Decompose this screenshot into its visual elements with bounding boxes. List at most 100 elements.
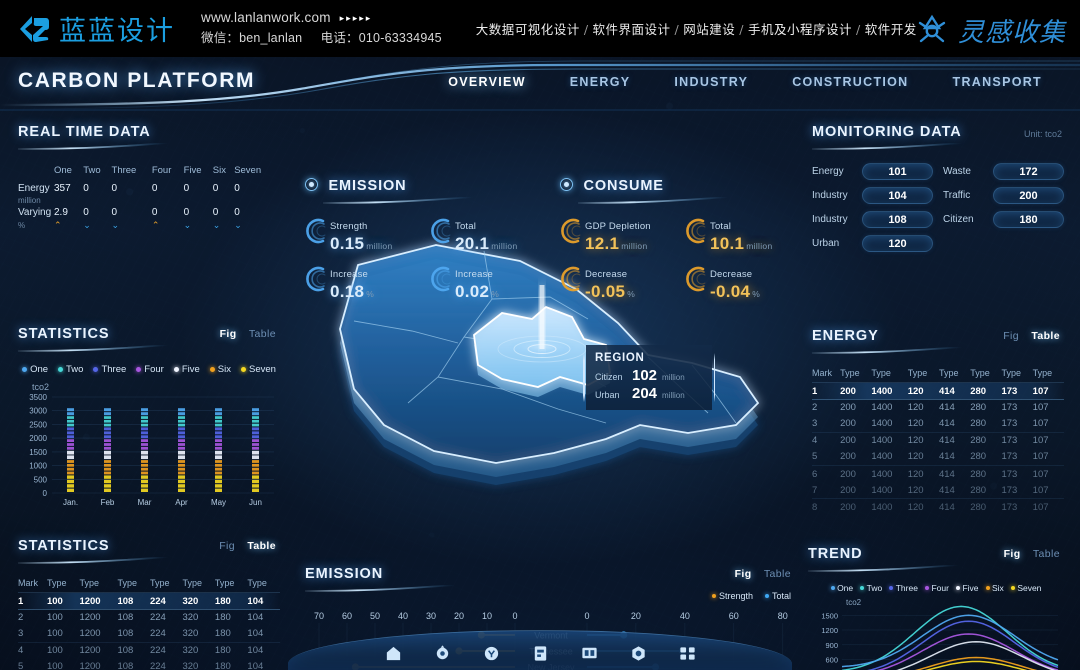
toggle-fig[interactable]: Fig — [219, 540, 236, 552]
statistics-table-toggle[interactable]: Fig Table — [210, 540, 276, 552]
svg-text:1200: 1200 — [821, 626, 838, 635]
toggle-table[interactable]: Table — [248, 328, 276, 340]
main-navigation[interactable]: OVERVIEW ENERGY INDUSTRY CONSTRUCTION TRANSP… — [426, 75, 1064, 89]
energy-toggle[interactable]: Fig Table — [994, 330, 1060, 342]
kpi-label: Increase — [455, 269, 494, 280]
table-row: Energy 357 0 0 0 0 0 0 — [18, 182, 278, 195]
trend-chart-legend: One Two Three Four Five Six Seven — [808, 583, 1064, 593]
region-tooltip: REGION Citizen 102 million Urban 204 mil… — [583, 345, 715, 410]
toggle-fig[interactable]: Fig — [219, 328, 237, 340]
carbon-region-map[interactable]: REGION Citizen 102 million Urban 204 mil… — [288, 227, 800, 557]
trend-caret-icon: ⌄ — [83, 220, 91, 230]
statistics-cell: 320 — [182, 595, 199, 607]
realtime-cell: 0 — [151, 207, 158, 218]
trend-caret-icon: ⌃ — [151, 220, 160, 230]
toggle-fig[interactable]: Fig — [734, 568, 752, 580]
table-row[interactable]: 5 200 1400 120 414 280 173 107 — [812, 449, 1064, 466]
statistics-cell: 320 — [182, 611, 199, 623]
home-icon[interactable] — [384, 644, 403, 663]
svg-text:30: 30 — [426, 611, 436, 621]
table-row[interactable]: 3 200 1400 120 414 280 173 107 — [812, 415, 1064, 433]
toggle-table[interactable]: Table — [1032, 548, 1060, 560]
statistics-cell: 224 — [149, 645, 166, 657]
kpi-item: Strength 0.15 million — [305, 216, 430, 254]
svg-text:60: 60 — [342, 611, 352, 621]
trend-title: TREND — [808, 546, 863, 562]
energy-cell: 5 — [812, 451, 818, 463]
inspiration-logo-icon — [915, 14, 949, 48]
table-row[interactable]: 1 200 1400 120 414 280 173 107 — [812, 383, 1064, 400]
trend-toggle[interactable]: Fig Table — [995, 548, 1060, 560]
realtime-cell: 0 — [111, 207, 118, 218]
energy-cell: 107 — [1032, 484, 1049, 496]
table-row[interactable]: 2 100 1200 108 224 320 180 104 — [18, 609, 280, 625]
target-icon[interactable] — [482, 644, 501, 663]
statistics-cell: 1200 — [79, 627, 101, 639]
svg-text:70: 70 — [314, 611, 324, 621]
toggle-fig[interactable]: Fig — [1003, 548, 1021, 560]
realtime-cell: 0 — [183, 183, 190, 194]
statistics-chart-toggle[interactable]: Fig Table — [211, 328, 276, 340]
node-icon[interactable] — [629, 644, 648, 663]
statistics-bar-chart: 0 500 1000 1500 2000 2500 3000 3500 Jan. Feb Mar Ap… — [18, 393, 280, 509]
table-row[interactable]: 6 200 1400 120 414 280 173 107 — [812, 465, 1064, 482]
monitoring-row: Citizen 180 — [943, 211, 1064, 228]
statistics-cell: 108 — [117, 661, 134, 670]
dashboard-icon[interactable] — [580, 644, 599, 663]
kpi-item: GDP Depletion 12.1 million — [560, 216, 685, 254]
toggle-table[interactable]: Table — [247, 540, 276, 552]
kpi-label: Increase — [330, 269, 369, 280]
energy-cell: 4 — [812, 435, 818, 447]
monitoring-value: 172 — [993, 163, 1064, 180]
toggle-fig[interactable]: Fig — [1003, 330, 1020, 342]
svg-text:3500: 3500 — [29, 393, 47, 402]
phone-number: 电话：010-63334945 — [320, 31, 442, 46]
service-separator: / — [739, 22, 744, 37]
monitoring-value: 101 — [862, 163, 933, 180]
nav-item-transport[interactable]: TRANSPORT — [952, 75, 1042, 89]
monitoring-row: Industry 104 — [812, 187, 933, 204]
inspiration-brand-text: 灵感收集 — [957, 18, 1066, 48]
legend-swatch — [889, 586, 894, 590]
emission-chart-toggle[interactable]: Fig Table — [726, 568, 791, 580]
realtime-cell: 2.9 — [54, 207, 68, 218]
table-row[interactable]: 1 100 1200 108 224 320 180 104 — [18, 593, 280, 610]
energy-cell: 120 — [907, 468, 924, 480]
table-row[interactable]: 8 200 1400 120 414 280 173 107 — [812, 499, 1064, 516]
energy-cell: 120 — [907, 484, 924, 496]
toggle-table[interactable]: Table — [1031, 330, 1060, 342]
monitoring-column-left: Energy 101 Industry 104 Industry 108 Urb… — [812, 163, 933, 259]
statistics-table-header: STATISTICS Fig Table — [18, 537, 280, 564]
server-icon[interactable] — [531, 644, 550, 663]
kpi-unit: % — [491, 289, 500, 299]
contact-info: www.lanlanwork.com ▸▸▸▸▸ 微信：ben_lanlan 电… — [201, 8, 442, 48]
legend-swatch — [924, 586, 929, 590]
realtime-row-unit: % — [18, 221, 26, 230]
nav-item-overview[interactable]: OVERVIEW — [448, 75, 526, 89]
nav-item-construction[interactable]: CONSTRUCTION — [792, 75, 909, 89]
legend-item: Total — [764, 591, 791, 601]
energy-cell: 120 — [907, 417, 924, 429]
table-row[interactable]: 4 100 1200 108 224 320 180 104 — [18, 642, 280, 659]
kpi-arc-icon — [431, 218, 451, 244]
table-row[interactable]: 4 200 1400 120 414 280 173 107 — [812, 432, 1064, 449]
grid-icon[interactable] — [678, 644, 697, 663]
kpi-unit: % — [752, 289, 761, 299]
table-row[interactable]: 7 200 1400 120 414 280 173 107 — [812, 482, 1064, 499]
table-row[interactable]: 2 200 1400 120 414 280 173 107 — [812, 399, 1064, 415]
energy-cell: 173 — [1001, 468, 1018, 480]
table-row[interactable]: 5 100 1200 108 224 320 180 104 — [18, 659, 280, 670]
toggle-table[interactable]: Table — [763, 568, 791, 580]
legend-swatch — [830, 586, 835, 590]
nav-item-industry[interactable]: INDUSTRY — [674, 75, 749, 89]
svg-text:May: May — [211, 498, 226, 507]
table-row[interactable]: 3 100 1200 108 224 320 180 104 — [18, 625, 280, 643]
title-underline — [323, 197, 473, 204]
energy-cell: 1400 — [871, 484, 893, 496]
realtime-col-header: Six — [212, 165, 226, 176]
nav-item-energy[interactable]: ENERGY — [569, 75, 631, 89]
statistics-cell: 1200 — [79, 611, 101, 623]
statistics-cell: 100 — [46, 611, 63, 623]
settings-icon[interactable] — [433, 644, 452, 663]
trend-caret-icon: ⌄ — [212, 220, 221, 230]
